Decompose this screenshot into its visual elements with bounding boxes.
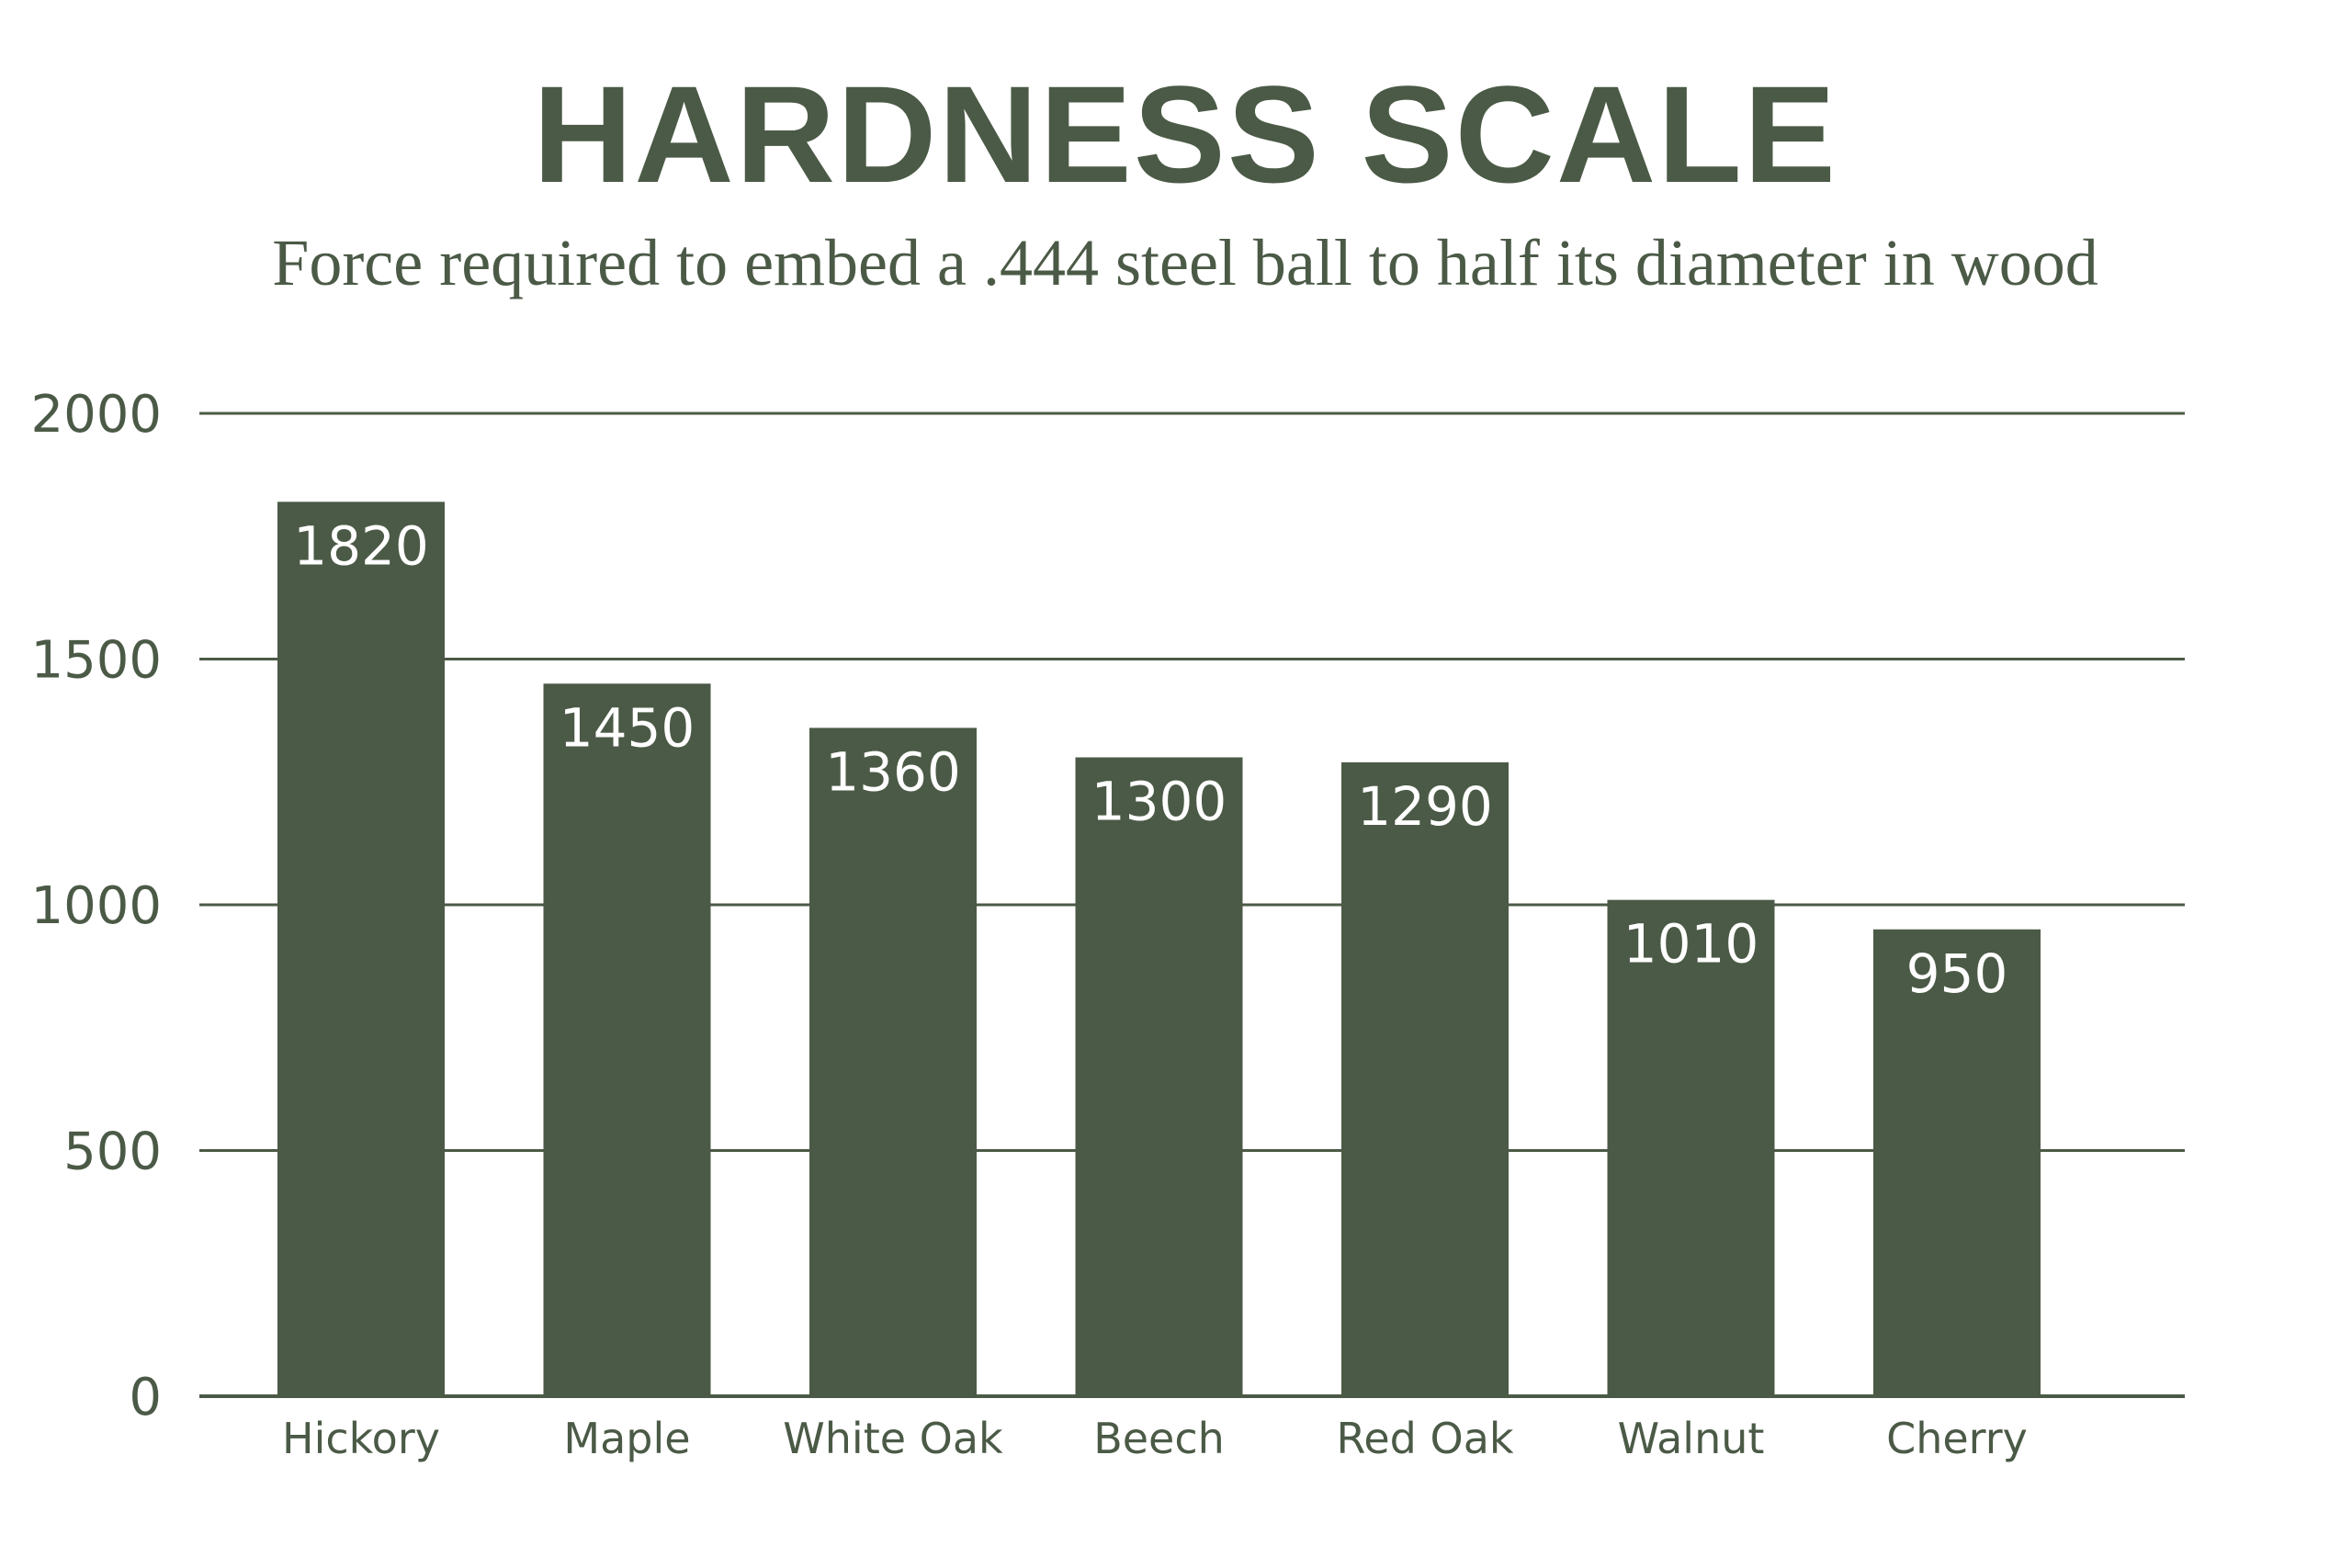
- bar-red-oak: [1341, 761, 1509, 1396]
- category-label: Maple: [563, 1414, 690, 1463]
- y-axis-ticks: 0 500 1000 1500 2000: [30, 385, 162, 1427]
- y-tick-label: 2000: [30, 385, 162, 445]
- bars: [277, 502, 2041, 1396]
- category-label: Cherry: [1886, 1414, 2028, 1463]
- value-label: 1010: [1623, 913, 1759, 976]
- chart-subtitle: Force required to embed a .444 steel bal…: [272, 226, 2098, 299]
- category-label: Beech: [1093, 1414, 1225, 1463]
- category-labels: Hickory Maple White Oak Beech Red Oak Walnut C…: [282, 1414, 2028, 1463]
- category-label: Red Oak: [1336, 1414, 1513, 1463]
- bar-hickory: [277, 502, 445, 1396]
- y-tick-label: 0: [129, 1368, 162, 1427]
- y-tick-label: 1500: [30, 631, 162, 691]
- category-label: Walnut: [1618, 1414, 1765, 1463]
- value-label: 1820: [293, 514, 429, 577]
- bar-white-oak: [809, 728, 977, 1396]
- bar-maple: [543, 683, 711, 1396]
- chart-title: HARDNESS SCALE: [533, 57, 1838, 211]
- value-label: 1360: [825, 740, 961, 803]
- value-label: 950: [1906, 942, 2008, 1005]
- bar-cherry: [1873, 929, 2041, 1396]
- value-label: 1450: [560, 696, 695, 759]
- bar-beech: [1075, 757, 1243, 1396]
- value-label: 1300: [1091, 771, 1227, 833]
- value-label: 1290: [1357, 775, 1493, 838]
- category-label: White Oak: [783, 1414, 1003, 1463]
- category-label: Hickory: [282, 1414, 440, 1463]
- y-tick-label: 500: [63, 1122, 162, 1182]
- y-tick-label: 1000: [30, 876, 162, 936]
- bar-walnut: [1607, 899, 1775, 1396]
- value-labels: 1820 1450 1360 1300 1290 1010 950: [293, 514, 2007, 1004]
